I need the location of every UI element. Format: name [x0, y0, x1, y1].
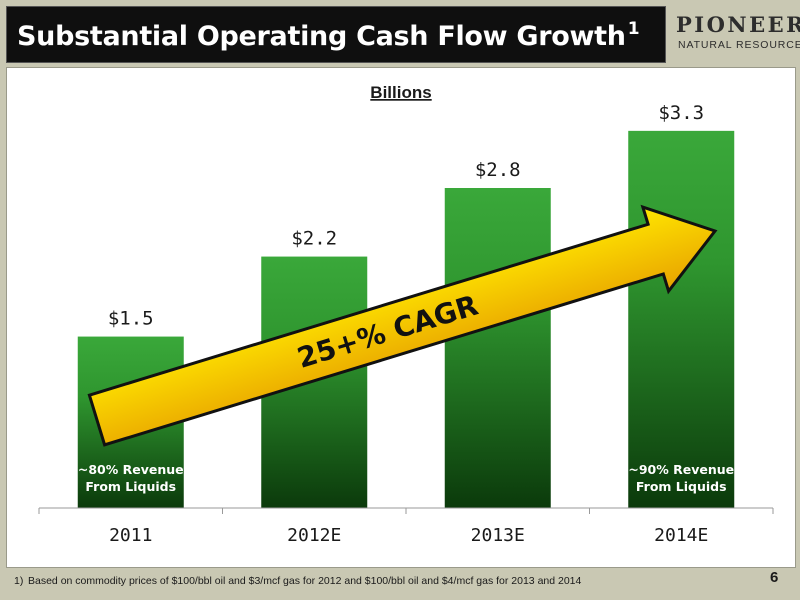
cagr-arrow-shape [87, 204, 718, 447]
bar-notes: ~80% Revenue From Liquids ~90% Revenue From… [78, 462, 734, 494]
value-label-2014E: $3.3 [658, 102, 704, 124]
footnote: 1) Based on commodity prices of $100/bbl … [14, 575, 581, 587]
chart-subtitle: Billions [370, 83, 431, 102]
logo-subtitle: NATURAL RESOURCES [678, 39, 800, 51]
page-number: 6 [770, 569, 779, 586]
x-tick-label-2014E: 2014E [654, 525, 708, 546]
bar-note-line: From Liquids [636, 479, 727, 494]
slide-title-text: Substantial Operating Cash Flow Growth [17, 21, 626, 52]
value-label-2012E: $2.2 [291, 228, 337, 250]
bar-note-line: ~80% Revenue [78, 462, 184, 477]
x-tick-label-2012E: 2012E [287, 525, 341, 546]
footnote-marker: 1) [14, 575, 24, 587]
bar-note-2014E: ~90% Revenue From Liquids [628, 462, 734, 494]
pioneer-logo: PIONEER NATURAL RESOURCES [670, 6, 800, 61]
logo-name: PIONEER [676, 12, 800, 37]
x-tick-label-2013E: 2013E [471, 525, 525, 546]
bar-2013E [444, 188, 551, 508]
title-footnote-marker: 1 [627, 19, 640, 39]
chart-panel: Billions $1.5 $2.2 $2.8 $3.3 2011 2012E 2013E… [6, 67, 796, 568]
bar-chart: Billions $1.5 $2.2 $2.8 $3.3 2011 2012E 2013E… [38, 83, 774, 546]
bar-note-line: From Liquids [85, 479, 176, 494]
x-tick-labels: 2011 2012E 2013E 2014E [109, 525, 708, 546]
value-label-2013E: $2.8 [475, 159, 521, 181]
bar-2014E [628, 130, 735, 508]
title-bar: Substantial Operating Cash Flow Growth 1 [6, 6, 666, 63]
bar-note-line: ~90% Revenue [628, 462, 734, 477]
bar-note-2011: ~80% Revenue From Liquids [78, 462, 184, 494]
footnote-text: Based on commodity prices of $100/bbl oi… [28, 575, 582, 587]
slide-title: Substantial Operating Cash Flow Growth 1 [17, 19, 640, 52]
x-tick-label-2011: 2011 [109, 525, 152, 546]
x-ticks [38, 508, 774, 514]
value-label-2011: $1.5 [108, 308, 154, 330]
